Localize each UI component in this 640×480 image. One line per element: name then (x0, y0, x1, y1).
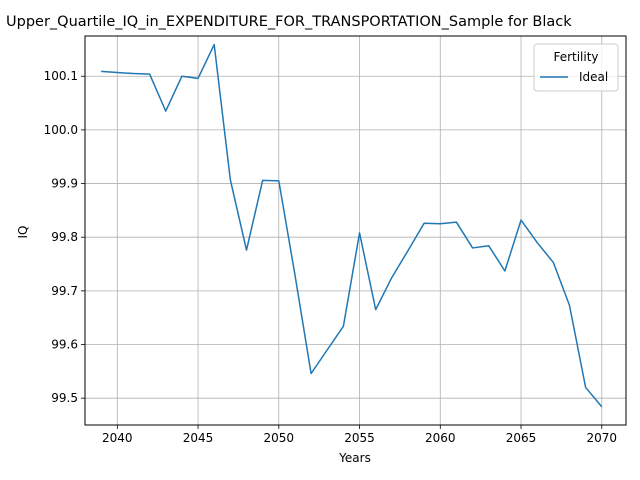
x-tick-label: 2055 (344, 431, 375, 445)
x-tick-label: 2040 (102, 431, 133, 445)
x-tick-label: 2050 (264, 431, 295, 445)
x-tick-label: 2060 (425, 431, 456, 445)
legend: Fertility Ideal (533, 43, 619, 92)
plot-frame (84, 35, 627, 426)
x-axis-label: Years (338, 451, 371, 465)
y-tick-label: 99.9 (51, 177, 78, 191)
y-axis-ticks: 99.5 99.6 99.7 99.8 99.9 100.0 100.1 (44, 69, 85, 405)
x-axis-ticks: 2040 2045 2050 2055 2060 2065 2070 (102, 425, 617, 445)
series-line-ideal (101, 43, 603, 408)
y-tick-label: 100.1 (44, 69, 78, 83)
y-axis-label: IQ (16, 226, 30, 239)
x-tick-label: 2045 (183, 431, 214, 445)
grid (85, 36, 626, 425)
x-tick-label: 2065 (506, 431, 537, 445)
x-tick-label: 2070 (587, 431, 618, 445)
legend-box (533, 43, 619, 92)
legend-label-ideal: Ideal (579, 70, 608, 84)
y-tick-label: 100.0 (44, 123, 78, 137)
legend-title: Fertility (553, 50, 598, 64)
y-tick-label: 99.5 (51, 391, 78, 405)
series-layer (101, 43, 603, 408)
y-tick-label: 99.6 (51, 338, 78, 352)
chart-title: Upper_Quartile_IQ_in_EXPENDITURE_FOR_TRA… (6, 14, 572, 30)
y-tick-label: 99.8 (51, 230, 78, 244)
y-tick-label: 99.7 (51, 284, 78, 298)
